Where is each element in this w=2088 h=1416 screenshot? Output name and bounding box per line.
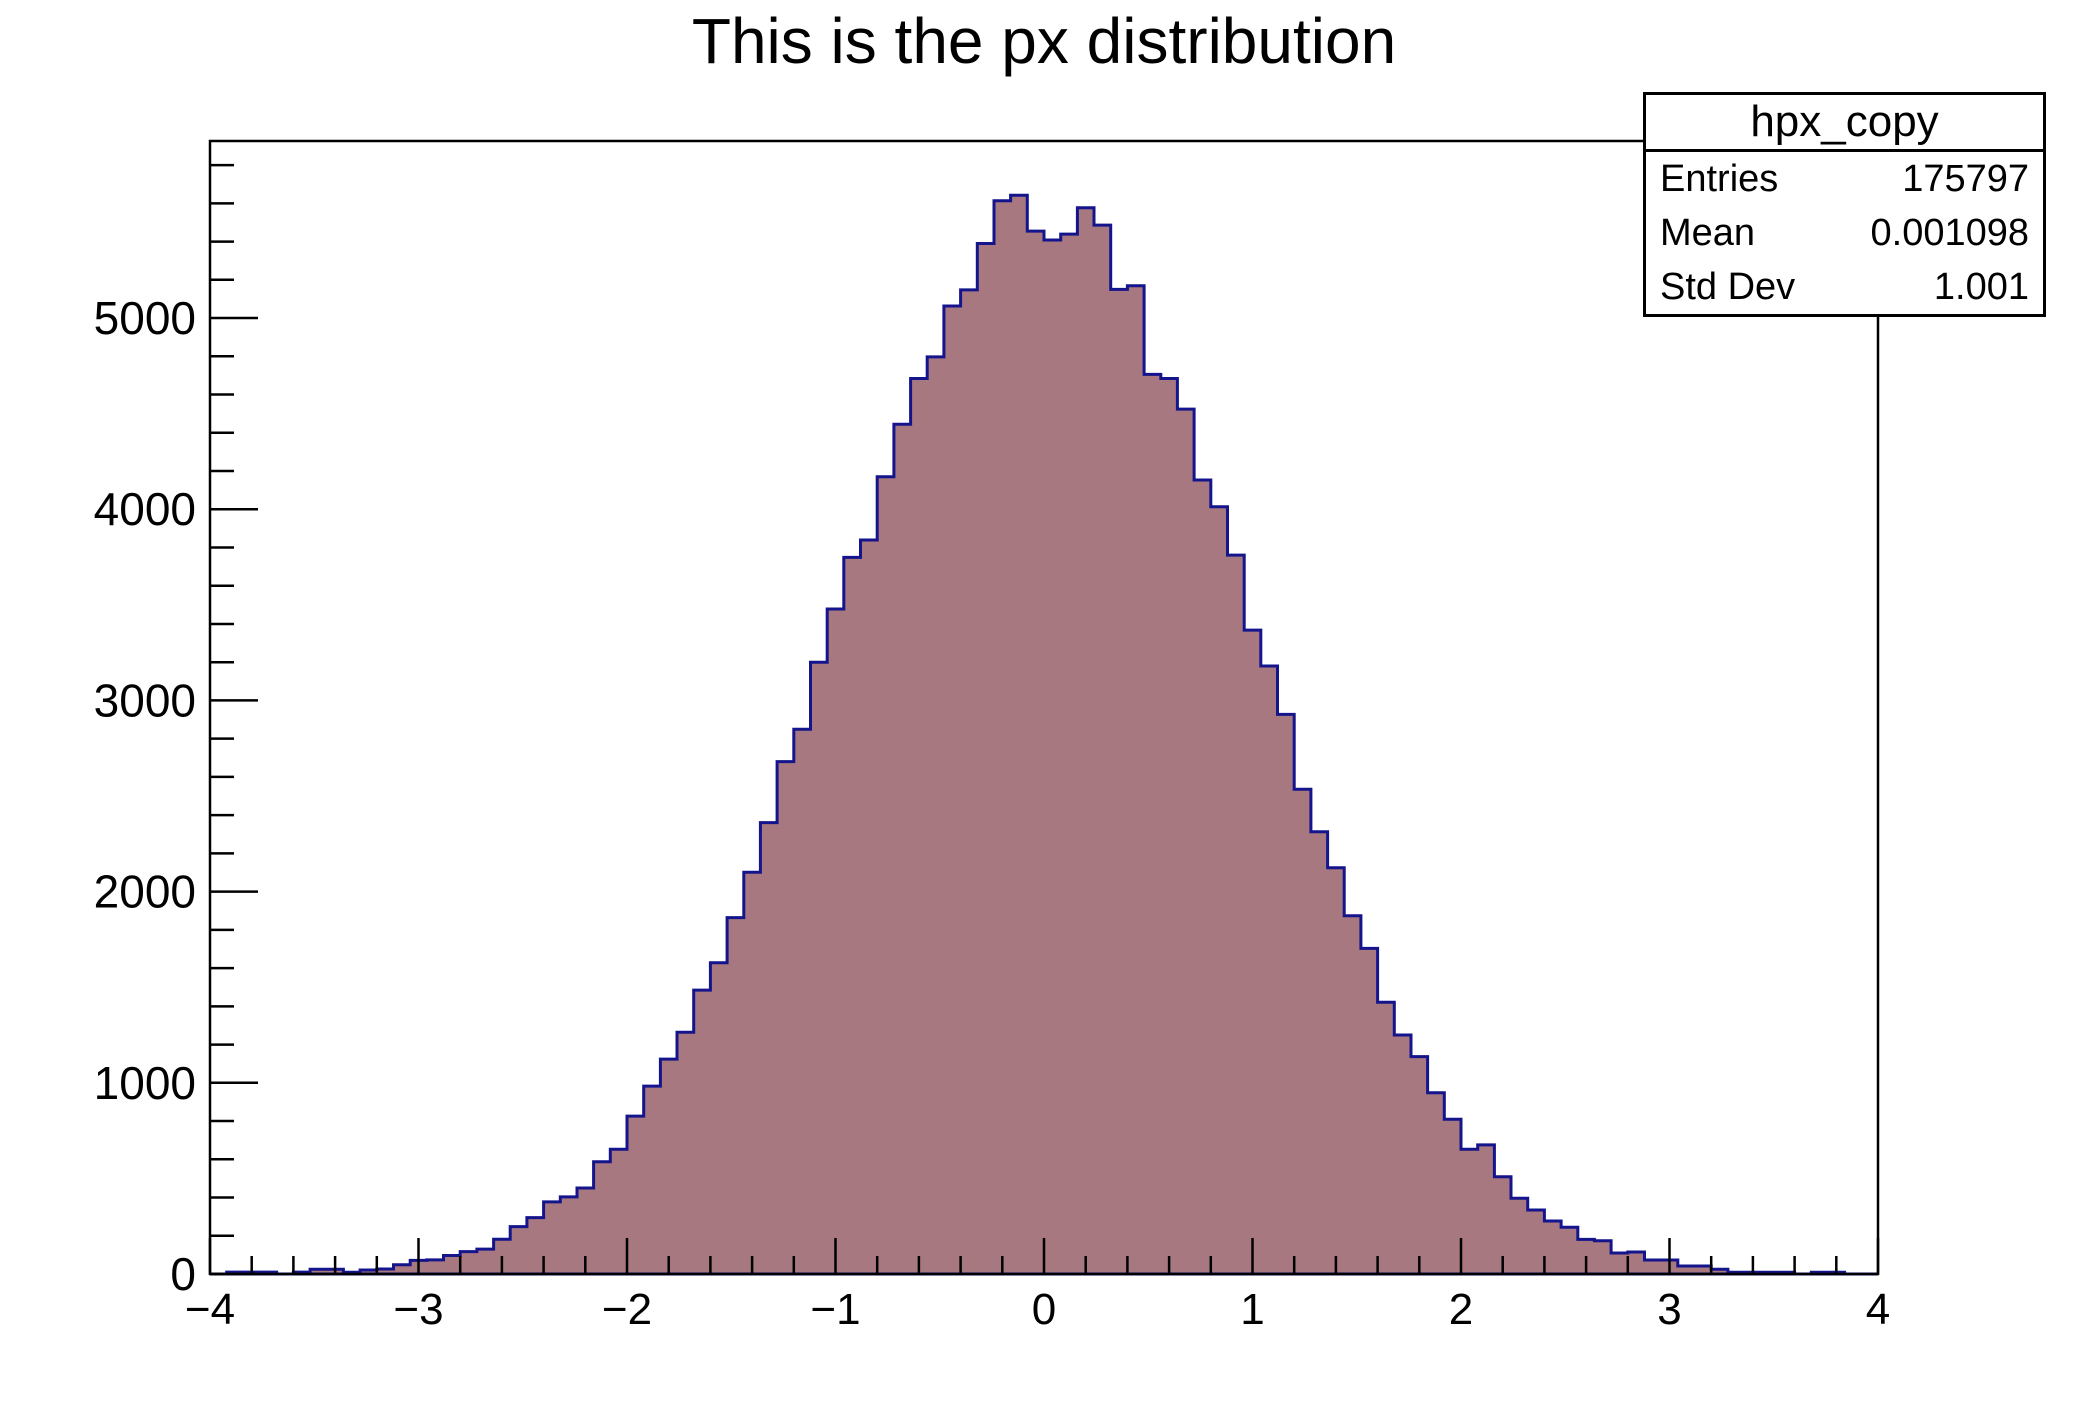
y-tick-label: 3000 xyxy=(94,674,196,726)
x-tick-label: 1 xyxy=(1240,1285,1264,1334)
stats-box-title: hpx_copy xyxy=(1646,95,2043,152)
y-tick-label: 0 xyxy=(170,1248,196,1300)
x-tick-label: 4 xyxy=(1866,1285,1890,1334)
x-tick-label: 3 xyxy=(1657,1285,1681,1334)
y-tick-label: 2000 xyxy=(94,866,196,918)
chart-title: This is the px distribution xyxy=(691,5,1397,77)
stats-value-entries: 175797 xyxy=(1902,157,2029,200)
stats-label-stddev: Std Dev xyxy=(1660,265,1796,308)
stats-box: hpx_copy Entries 175797 Mean 0.001098 St… xyxy=(1643,92,2046,317)
y-tick-label: 1000 xyxy=(94,1057,196,1109)
x-tick-label: 2 xyxy=(1449,1285,1473,1334)
stats-row-stddev: Std Dev 1.001 xyxy=(1646,260,2043,314)
x-tick-label: −2 xyxy=(602,1285,652,1334)
stats-label-entries: Entries xyxy=(1660,157,1779,200)
stats-row-mean: Mean 0.001098 xyxy=(1646,206,2043,260)
stats-value-mean: 0.001098 xyxy=(1870,211,2030,254)
x-tick-label: −1 xyxy=(810,1285,860,1334)
stats-row-entries: Entries 175797 xyxy=(1646,152,2043,206)
x-tick-label: −4 xyxy=(185,1285,235,1334)
y-tick-label: 5000 xyxy=(94,292,196,344)
stats-label-mean: Mean xyxy=(1660,211,1756,254)
x-tick-label: −3 xyxy=(393,1285,443,1334)
stats-value-stddev: 1.001 xyxy=(1933,265,2029,308)
histogram-area xyxy=(210,193,1878,1276)
y-tick-label: 4000 xyxy=(94,483,196,535)
x-tick-label: 0 xyxy=(1032,1285,1056,1334)
